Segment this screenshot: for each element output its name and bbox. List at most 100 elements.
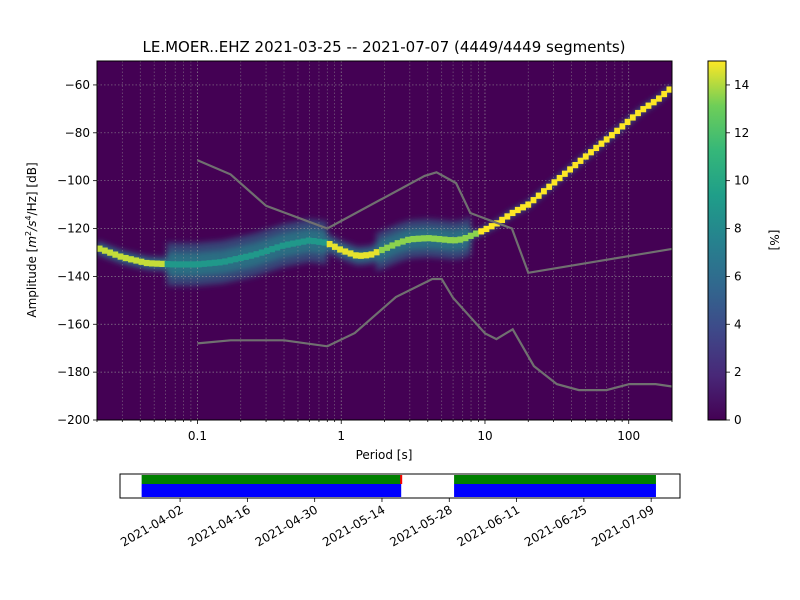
psd-mode-cell bbox=[567, 166, 573, 172]
y-tick-label: −140 bbox=[57, 269, 90, 283]
colorbar-tick-label: 2 bbox=[734, 365, 742, 379]
psd-mode-cell bbox=[630, 114, 636, 120]
psd-mode-cell bbox=[259, 249, 265, 255]
psd-mode-cell bbox=[661, 91, 667, 97]
psd-mode-cell bbox=[165, 261, 171, 267]
psd-mode-cell bbox=[400, 238, 406, 244]
psd-mode-cell bbox=[201, 261, 207, 267]
psd-mode-cell bbox=[536, 193, 542, 199]
y-tick-label: −180 bbox=[57, 365, 90, 379]
psd-mode-cell bbox=[212, 260, 218, 266]
psd-mode-cell bbox=[442, 236, 448, 242]
x-tick-label: 1 bbox=[337, 429, 345, 443]
psd-mode-cell bbox=[248, 253, 254, 259]
psd-mode-cell bbox=[107, 250, 113, 256]
psd-mode-cell bbox=[144, 260, 150, 266]
psd-mode-cell bbox=[180, 261, 186, 267]
y-tick-label: −160 bbox=[57, 317, 90, 331]
coverage-gap-marker bbox=[400, 475, 402, 484]
psd-mode-cell bbox=[510, 210, 516, 216]
psd-mode-cell bbox=[133, 257, 139, 263]
psd-mode-cell bbox=[269, 246, 275, 252]
psd-mode-cell bbox=[588, 149, 594, 155]
psd-mode-cell bbox=[206, 260, 212, 266]
psd-mode-cell bbox=[504, 213, 510, 219]
psd-mode-cell bbox=[562, 171, 568, 177]
colorbar-tick-label: 6 bbox=[734, 269, 742, 283]
psd-mode-cell bbox=[311, 238, 317, 244]
psd-mode-cell bbox=[337, 246, 343, 252]
psd-mode-cell bbox=[484, 226, 490, 232]
psd-mode-cell bbox=[609, 132, 615, 138]
y-label-mid: /s bbox=[25, 221, 39, 232]
psd-mode-cell bbox=[233, 256, 239, 262]
x-tick-label: 10 bbox=[477, 429, 492, 443]
colorbar: 02468101214 [%] bbox=[708, 61, 781, 427]
timeline-tick-label: 2021-04-30 bbox=[253, 502, 320, 549]
psd-mode-cell bbox=[97, 246, 103, 252]
colorbar-ticks: 02468101214 bbox=[726, 78, 749, 427]
timeline-tick-label: 2021-05-28 bbox=[387, 502, 454, 549]
y-axis-label: Amplitude [m2/s4/Hz] [dB] bbox=[24, 162, 39, 317]
psd-mode-cell bbox=[463, 235, 469, 241]
psd-mode-cell bbox=[363, 252, 369, 258]
y-tick-label: −100 bbox=[57, 174, 90, 188]
y-axis: −60 −80 −100 −120 −140 −160 −180 −200 bbox=[57, 78, 97, 427]
psd-mode-cell bbox=[473, 230, 479, 236]
colorbar-gradient bbox=[708, 61, 726, 420]
psd-mode-cell bbox=[604, 136, 610, 142]
psd-mode-cell bbox=[541, 188, 547, 194]
timeline-tick-label: 2021-04-02 bbox=[118, 502, 185, 549]
timeline-tick-label: 2021-04-16 bbox=[185, 502, 252, 549]
psd-mode-cell bbox=[583, 153, 589, 159]
psd-mode-cell bbox=[546, 184, 552, 190]
psd-mode-cell bbox=[186, 261, 192, 267]
coverage-data-bar bbox=[454, 484, 656, 497]
coverage-timeline: 2021-04-02 2021-04-16 2021-04-30 2021-05-14… bbox=[118, 474, 680, 549]
chart-title: LE.MOER..EHZ 2021-03-25 -- 2021-07-07 (4… bbox=[142, 38, 625, 56]
psd-mode-cell bbox=[301, 238, 307, 244]
psd-mode-cell bbox=[238, 255, 244, 261]
psd-mode-cell bbox=[149, 260, 155, 266]
psd-mode-cell bbox=[416, 236, 422, 242]
psd-plot-area: 0.1 1 10 100 −60 −80 −100 −120 −140 −160 −180 −200 bbox=[57, 61, 672, 443]
coverage-segments bbox=[142, 475, 656, 497]
psd-mode-cell bbox=[478, 228, 484, 234]
psd-mode-cell bbox=[342, 248, 348, 254]
psd-mode-cell bbox=[410, 236, 416, 242]
psd-mode-cell bbox=[128, 256, 134, 262]
psd-mode-cell bbox=[468, 233, 474, 239]
timeline-tick-label: 2021-06-25 bbox=[522, 502, 589, 549]
psd-mode-cell bbox=[489, 223, 495, 229]
psd-mode-cell bbox=[619, 123, 625, 129]
psd-mode-cell bbox=[327, 241, 333, 247]
coverage-used-bar bbox=[142, 475, 402, 484]
psd-mode-cell bbox=[499, 217, 505, 223]
psd-mode-cell bbox=[175, 261, 181, 267]
psd-mode-cell bbox=[525, 201, 531, 207]
x-axis: 0.1 1 10 100 bbox=[97, 420, 672, 443]
psd-mode-cell bbox=[421, 235, 427, 241]
psd-mode-cell bbox=[452, 237, 458, 243]
timeline-tick-label: 2021-07-09 bbox=[589, 502, 656, 549]
psd-mode-cell bbox=[593, 145, 599, 151]
psd-mode-cell bbox=[102, 248, 108, 254]
psd-mode-cell bbox=[389, 242, 395, 248]
psd-mode-cell bbox=[191, 261, 197, 267]
psd-mode-cell bbox=[625, 119, 631, 125]
y-tick-label: −80 bbox=[65, 126, 90, 140]
psd-mode-cell bbox=[332, 244, 338, 250]
colorbar-tick-label: 8 bbox=[734, 222, 742, 236]
colorbar-label: [%] bbox=[767, 230, 781, 251]
psd-mode-cell bbox=[353, 252, 359, 258]
psd-mode-cell bbox=[531, 197, 537, 203]
psd-mode-cell bbox=[358, 253, 364, 259]
psd-mode-cell bbox=[243, 254, 249, 260]
coverage-used-bar bbox=[454, 475, 656, 484]
psd-mode-cell bbox=[139, 259, 145, 265]
psd-mode-cell bbox=[222, 258, 228, 264]
psd-mode-cell bbox=[306, 238, 312, 244]
x-tick-label: 0.1 bbox=[188, 429, 207, 443]
psd-mode-cell bbox=[515, 207, 521, 213]
